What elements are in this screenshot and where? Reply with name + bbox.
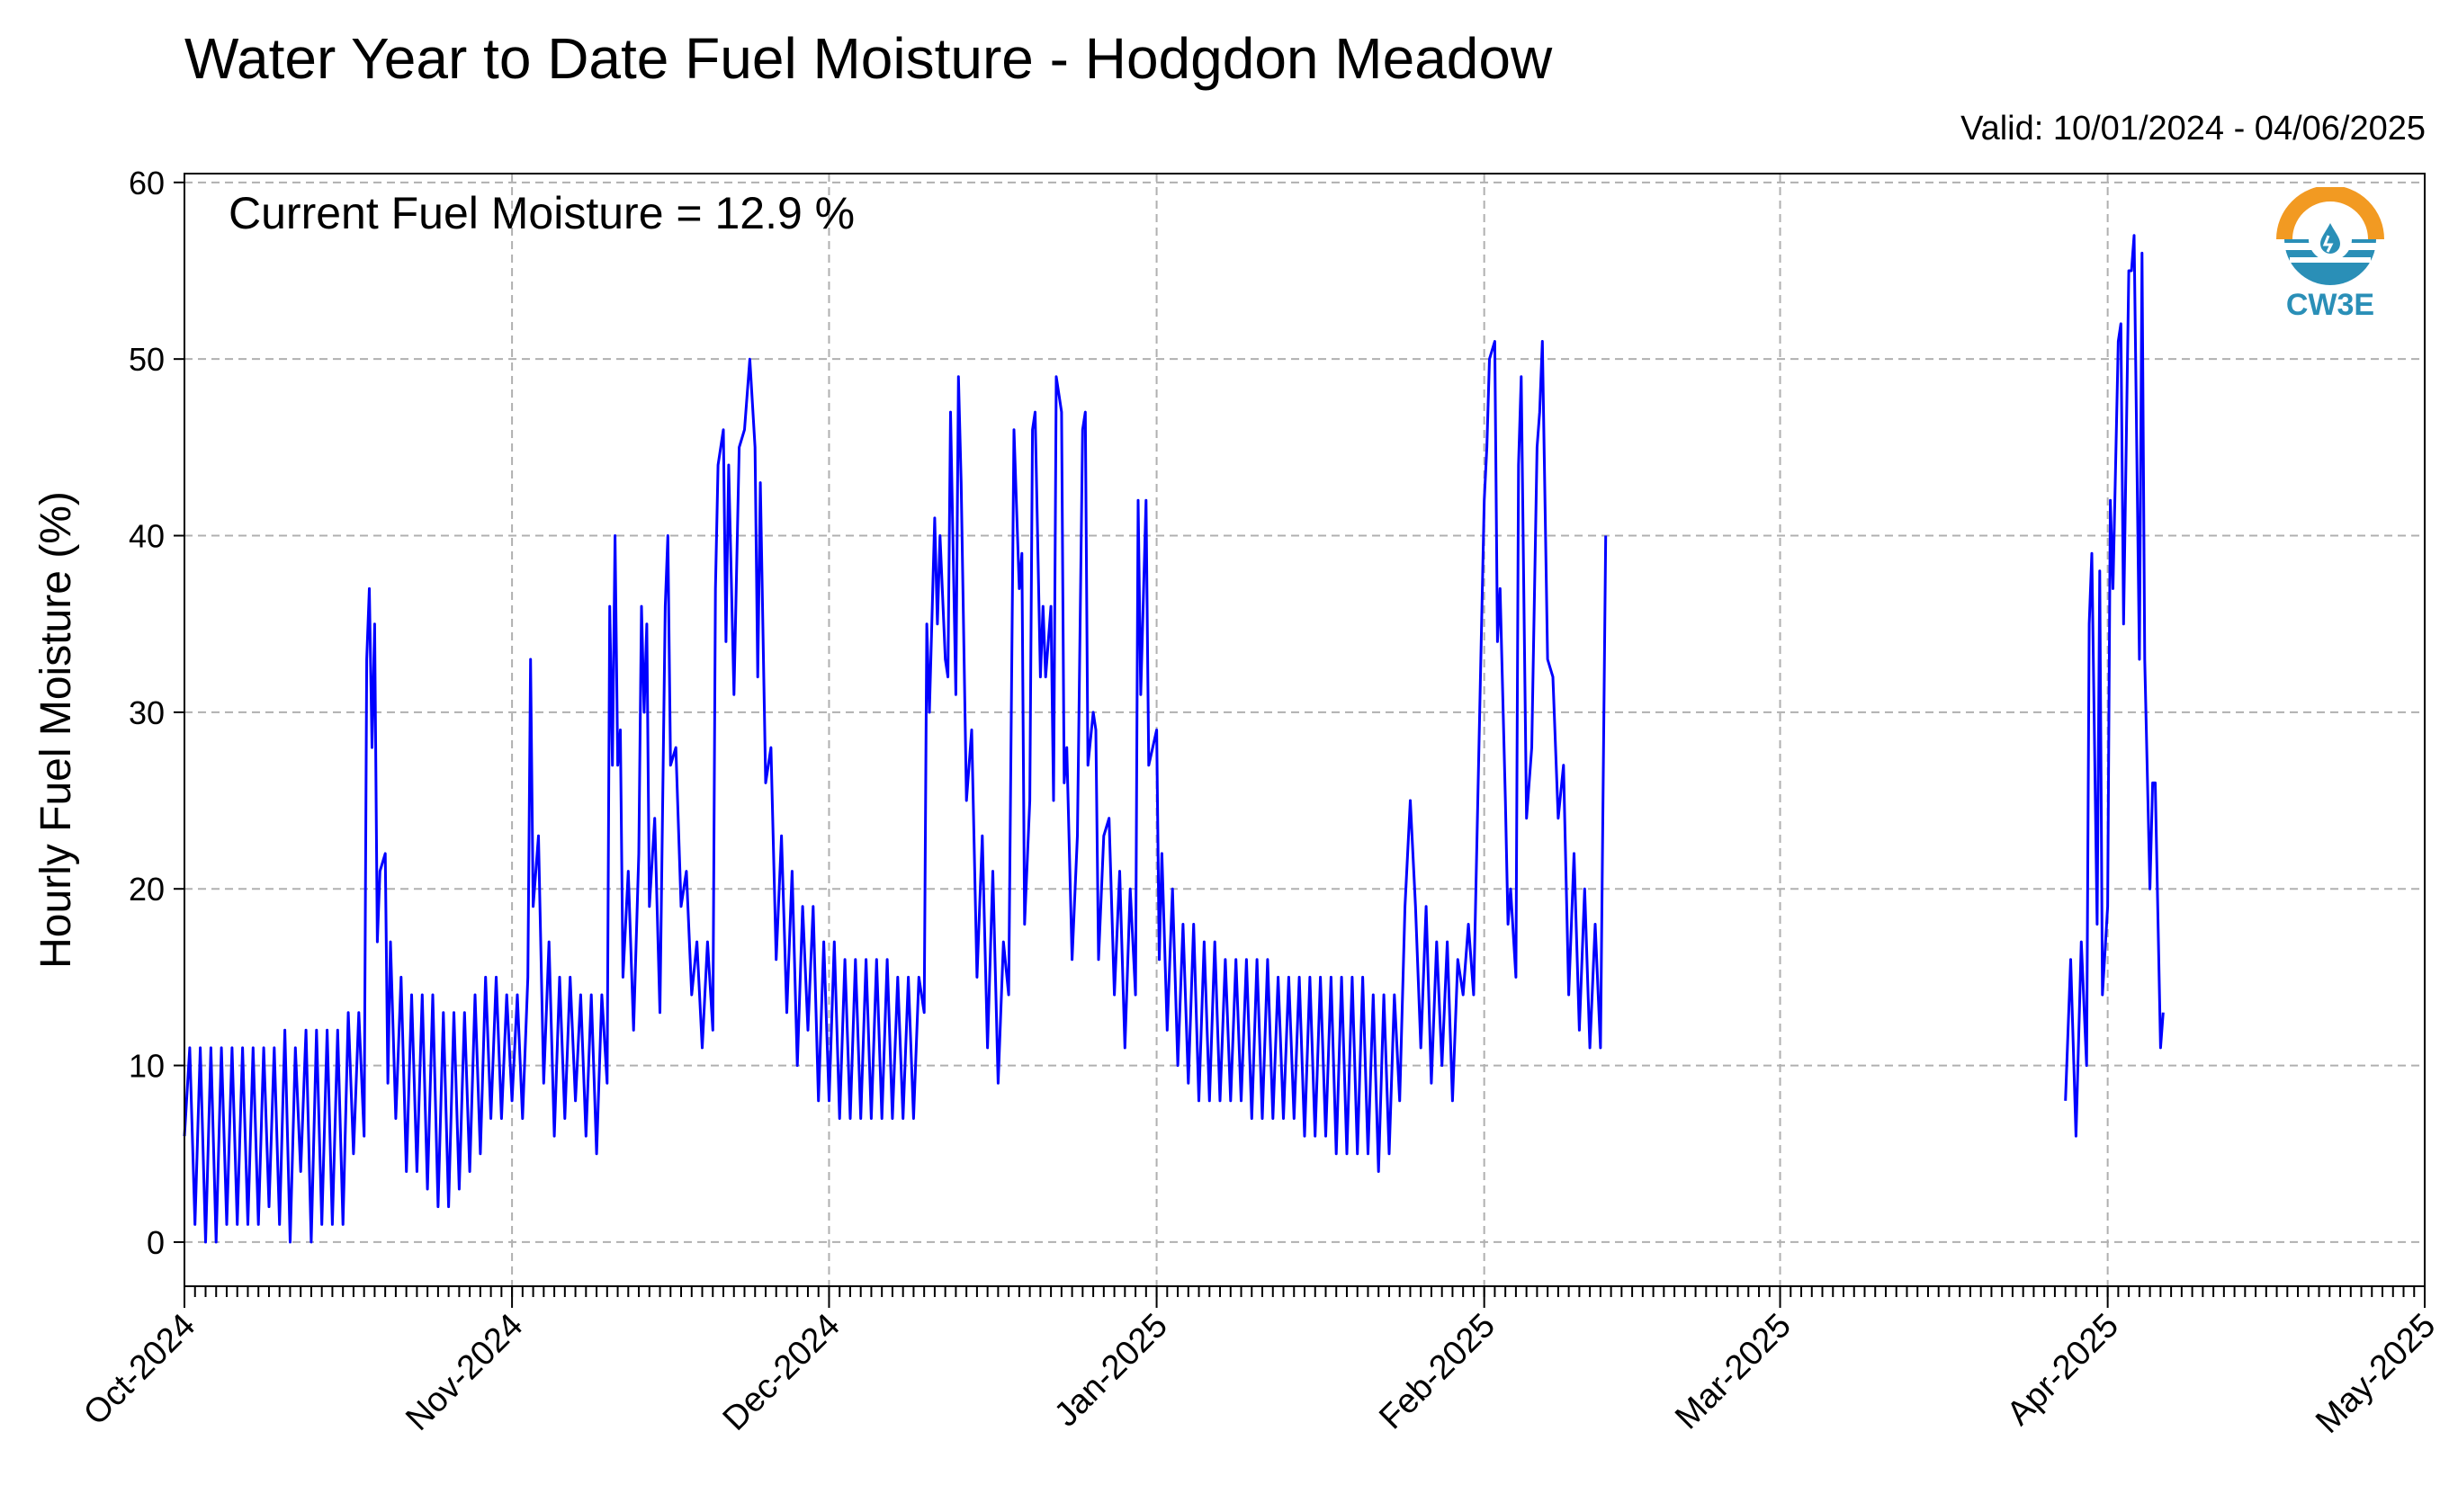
x-tick-label: May-2025 <box>2309 1307 2443 1441</box>
fuel-moisture-series-line <box>183 340 1608 1244</box>
x-tick-label: Dec-2024 <box>716 1307 848 1438</box>
series-layer <box>183 234 2165 1244</box>
cw3e-logo-icon <box>2276 185 2384 285</box>
y-tick-label: 50 <box>129 341 165 378</box>
y-tick-label: 40 <box>129 518 165 555</box>
y-tick-label: 10 <box>129 1048 165 1085</box>
x-tick-label: Apr-2025 <box>2000 1307 2126 1433</box>
cw3e-logo-text: CW3E <box>2285 288 2375 322</box>
valid-range: Valid: 10/01/2024 - 04/06/2025 <box>1960 110 2426 148</box>
axes: 0 10 20 30 40 50 60 Hourly Fuel Moisture (%) Oct… <box>32 165 2443 1441</box>
x-tick-label: Mar-2025 <box>1668 1307 1799 1437</box>
y-tick-label: 20 <box>129 871 165 908</box>
fuel-moisture-series-line <box>2064 234 2165 1138</box>
cw3e-logo: CW3E <box>2272 185 2389 331</box>
x-tick-label: Nov-2024 <box>399 1307 530 1438</box>
y-tick-label: 30 <box>129 694 165 731</box>
x-tick-label: Jan-2025 <box>1047 1307 1175 1435</box>
y-axis-label: Hourly Fuel Moisture (%) <box>32 491 80 969</box>
chart-title: Water Year to Date Fuel Moisture - Hodgd… <box>184 26 1553 91</box>
current-fuel-moisture-annotation: Current Fuel Moisture = 12.9 % <box>229 188 856 238</box>
y-tick-label: 60 <box>129 165 165 201</box>
x-tick-label: Oct-2024 <box>76 1307 202 1433</box>
y-tick-label: 0 <box>147 1224 165 1261</box>
x-tick-label: Feb-2025 <box>1372 1307 1503 1437</box>
grid <box>184 174 2426 1286</box>
